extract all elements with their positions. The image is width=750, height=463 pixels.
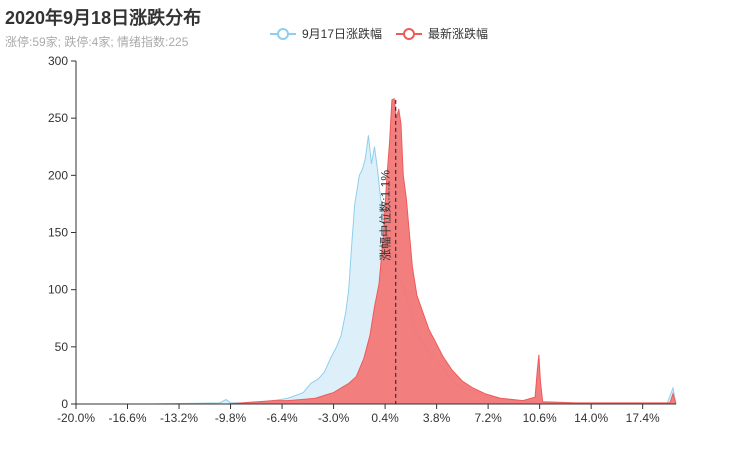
x-tick-label-2: -13.2% <box>160 411 198 425</box>
y-tick-label-2: 100 <box>48 283 68 297</box>
y-tick-label-1: 50 <box>55 340 69 354</box>
chart-subtitle: 涨停:59家; 跌停:4家; 情绪指数:225 <box>5 35 189 49</box>
x-tick-label-9: 10.6% <box>523 411 557 425</box>
x-tick-label-3: -9.8% <box>215 411 247 425</box>
y-tick-label-4: 200 <box>48 168 68 182</box>
x-tick-label-5: -3.0% <box>318 411 350 425</box>
legend-item-latest[interactable]: 最新涨跌幅 <box>396 25 488 42</box>
x-tick-label-7: 3.8% <box>423 411 451 425</box>
legend-latest-icon <box>396 27 423 40</box>
x-tick-label-1: -16.6% <box>108 411 146 425</box>
y-tick-label-6: 300 <box>48 54 68 68</box>
y-tick-label-0: 0 <box>61 397 68 411</box>
legend: 9月17日涨跌幅 最新涨跌幅 <box>270 25 488 42</box>
y-tick-label-3: 150 <box>48 226 68 240</box>
y-tick-label-5: 250 <box>48 111 68 125</box>
series-area-0 <box>76 135 676 404</box>
legend-item-prev[interactable]: 9月17日涨跌幅 <box>270 25 382 42</box>
series-area-1 <box>76 98 676 404</box>
x-tick-label-10: 14.0% <box>574 411 608 425</box>
legend-prev-label: 9月17日涨跌幅 <box>302 27 383 41</box>
x-tick-label-8: 7.2% <box>474 411 502 425</box>
x-tick-label-6: 0.4% <box>371 411 399 425</box>
x-tick-label-4: -6.4% <box>266 411 298 425</box>
chart-title: 2020年9月18日涨跌分布 <box>5 8 202 28</box>
x-tick-label-11: 17.4% <box>626 411 660 425</box>
median-label: 涨幅中位数:1.1% <box>378 170 393 261</box>
legend-latest-label: 最新涨跌幅 <box>428 27 489 41</box>
series-line-1 <box>76 97 677 405</box>
x-tick-label-0: -20.0% <box>57 411 95 425</box>
legend-prev-icon <box>270 27 296 40</box>
